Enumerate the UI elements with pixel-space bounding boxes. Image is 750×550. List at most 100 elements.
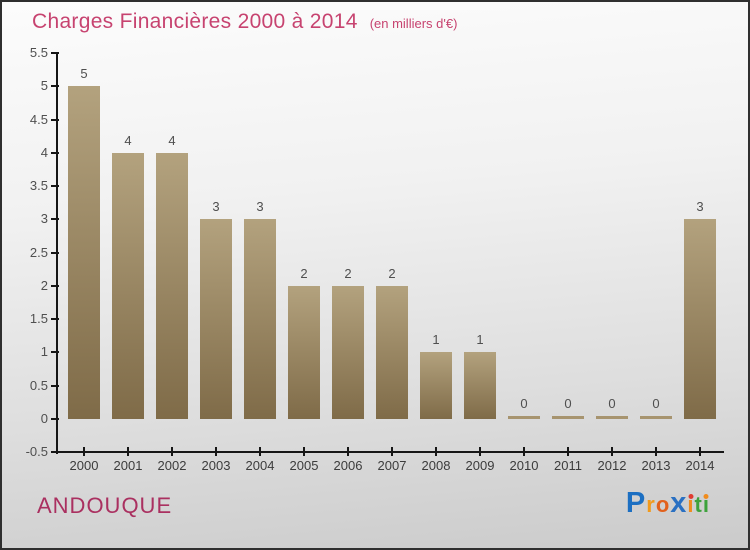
x-tick bbox=[655, 447, 657, 456]
logo-letter-r: r bbox=[646, 492, 656, 517]
bar-2000 bbox=[68, 86, 100, 419]
x-tick-label: 2011 bbox=[554, 458, 582, 473]
y-tick-label: 1 bbox=[40, 344, 48, 360]
bar-2009 bbox=[464, 352, 496, 419]
x-tick bbox=[83, 447, 85, 456]
y-tick bbox=[51, 218, 59, 221]
x-tick-label: 2013 bbox=[641, 458, 671, 473]
x-tick-label: 2005 bbox=[289, 458, 319, 473]
bar-value-label: 0 bbox=[564, 395, 572, 411]
logo-letter-i: ı bbox=[687, 492, 695, 517]
x-tick bbox=[479, 447, 481, 456]
bar-2002 bbox=[156, 152, 188, 419]
x-tick-label: 2012 bbox=[597, 458, 627, 473]
y-tick bbox=[51, 417, 59, 420]
x-tick bbox=[127, 447, 129, 456]
bar-value-label: 2 bbox=[300, 265, 308, 281]
bar-2004 bbox=[244, 219, 276, 419]
logo-letter-t: t bbox=[694, 492, 703, 517]
x-tick-label: 2004 bbox=[245, 458, 275, 473]
x-tick bbox=[259, 447, 261, 456]
bar-value-label: 4 bbox=[124, 132, 132, 148]
x-tick-label: 2008 bbox=[421, 458, 451, 473]
bar-value-label: 4 bbox=[168, 132, 176, 148]
y-tick-label: 4 bbox=[40, 144, 48, 160]
x-tick-label: 2006 bbox=[333, 458, 363, 473]
y-axis-line bbox=[56, 53, 58, 454]
y-tick-label: 5.5 bbox=[29, 45, 48, 60]
bar-value-label: 2 bbox=[344, 265, 352, 281]
bar-2010 bbox=[508, 415, 540, 419]
chart-subtitle: (en milliers d'€) bbox=[369, 16, 458, 31]
entity-name: ANDOUQUE bbox=[37, 493, 173, 518]
bar-2001 bbox=[112, 152, 144, 419]
y-tick-label: 2 bbox=[40, 277, 48, 293]
bar-2012 bbox=[596, 415, 628, 419]
chart-header: Charges Financières 2000 à 2014 (en mill… bbox=[32, 10, 457, 34]
y-tick bbox=[51, 318, 59, 320]
y-tick bbox=[51, 451, 59, 453]
bar-value-label: 3 bbox=[256, 199, 264, 215]
bar-2005 bbox=[288, 285, 320, 419]
bar-value-label: 0 bbox=[608, 395, 616, 411]
bar-value-label: 3 bbox=[212, 199, 220, 215]
y-tick-label: -0.5 bbox=[25, 444, 48, 459]
logo-letter-x: x bbox=[670, 487, 688, 519]
logo-letter-dot bbox=[688, 494, 694, 499]
x-tick-label: 2009 bbox=[465, 458, 495, 473]
bar-value-label: 1 bbox=[432, 332, 440, 348]
x-tick-label: 2001 bbox=[113, 458, 143, 473]
x-tick bbox=[699, 447, 701, 456]
x-tick bbox=[391, 447, 393, 456]
y-tick-label: 1.5 bbox=[29, 311, 48, 326]
x-tick bbox=[523, 447, 525, 456]
x-tick bbox=[567, 447, 569, 456]
y-tick bbox=[51, 384, 59, 387]
y-tick bbox=[51, 185, 59, 187]
x-axis-line bbox=[56, 451, 724, 453]
x-tick bbox=[347, 447, 349, 456]
bar-value-label: 0 bbox=[652, 395, 660, 411]
y-tick bbox=[51, 251, 59, 254]
bar-value-label: 5 bbox=[80, 66, 88, 82]
x-tick-label: 2003 bbox=[201, 458, 231, 473]
bar-2013 bbox=[640, 415, 672, 419]
y-tick-label: 5 bbox=[40, 78, 48, 94]
x-tick-label: 2002 bbox=[157, 458, 187, 473]
logo-letter-dot bbox=[703, 494, 709, 499]
bar-2008 bbox=[420, 352, 452, 419]
y-tick-label: 2.5 bbox=[29, 244, 48, 260]
y-tick bbox=[51, 284, 59, 287]
bar-2014 bbox=[684, 219, 716, 419]
logo-letter-o: o bbox=[655, 492, 671, 517]
y-tick-label: 3 bbox=[40, 211, 48, 227]
y-tick bbox=[51, 151, 59, 154]
x-tick-label: 2000 bbox=[69, 458, 99, 473]
y-tick-label: 4.5 bbox=[29, 111, 48, 127]
bar-value-label: 3 bbox=[696, 199, 704, 215]
y-tick-label: 3.5 bbox=[29, 178, 48, 193]
y-tick-label: 0.5 bbox=[29, 377, 48, 393]
x-tick bbox=[303, 447, 305, 456]
logo-letter-i: ı bbox=[702, 492, 710, 517]
y-tick bbox=[51, 52, 59, 54]
bar-2003 bbox=[200, 219, 232, 419]
y-tick-label: 0 bbox=[40, 410, 48, 426]
x-tick bbox=[611, 447, 613, 456]
y-tick bbox=[51, 118, 59, 121]
x-tick-label: 2014 bbox=[685, 458, 715, 473]
bar-value-label: 0 bbox=[520, 395, 528, 411]
x-tick bbox=[435, 447, 437, 456]
x-tick-label: 2007 bbox=[377, 458, 407, 473]
logo-letter-P: P bbox=[625, 487, 647, 519]
x-tick-label: 2010 bbox=[509, 458, 539, 473]
bar-2006 bbox=[332, 285, 364, 419]
bar-2011 bbox=[552, 415, 584, 419]
chart-title: Charges Financières 2000 à 2014 bbox=[32, 10, 358, 33]
bar-2007 bbox=[376, 285, 408, 419]
y-tick bbox=[51, 85, 59, 88]
bar-value-label: 2 bbox=[388, 265, 396, 281]
